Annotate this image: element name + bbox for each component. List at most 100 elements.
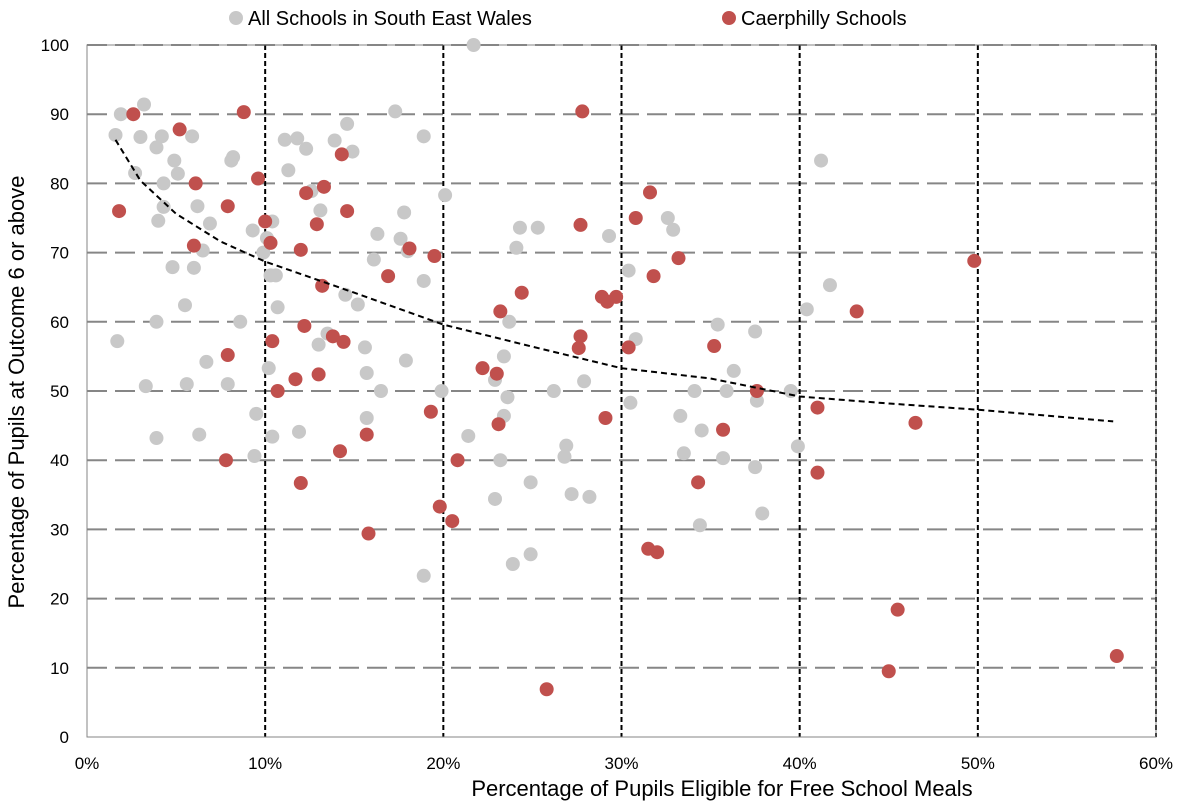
point-all-schools (546, 384, 561, 398)
point-caerphilly-school (514, 285, 529, 300)
y-tick-label: 30 (50, 520, 69, 539)
point-caerphilly-school (432, 499, 447, 514)
y-tick-label: 20 (50, 590, 69, 609)
x-tick-label: 60% (1139, 754, 1173, 773)
point-all-schools (350, 297, 365, 312)
point-all-schools (461, 428, 476, 443)
point-caerphilly-school (220, 348, 235, 363)
point-caerphilly-school (402, 241, 417, 256)
point-all-schools (398, 353, 413, 368)
point-caerphilly-school (340, 204, 355, 219)
point-all-schools (186, 260, 201, 275)
point-all-schools (493, 453, 508, 468)
point-caerphilly-school (293, 476, 308, 491)
point-all-schools (512, 220, 527, 235)
point-all-schools (500, 390, 515, 405)
point-all-schools (660, 211, 675, 225)
point-all-schools (110, 334, 125, 349)
point-all-schools (466, 38, 481, 52)
point-caerphilly-school (849, 304, 864, 319)
point-all-schools (202, 216, 217, 231)
point-caerphilly-school (311, 367, 326, 382)
point-all-schools (388, 104, 403, 119)
legend-label-all-schools: All Schools in South East Wales (248, 8, 532, 30)
point-all-schools (694, 423, 709, 438)
point-all-schools (692, 518, 707, 533)
y-tick-label: 90 (50, 105, 69, 124)
point-caerphilly-school (112, 204, 127, 219)
point-all-schools (359, 410, 374, 425)
point-caerphilly-school (671, 251, 686, 266)
point-all-schools (261, 361, 276, 376)
point-all-schools (156, 176, 171, 191)
y-tick-label: 0 (60, 728, 69, 747)
point-all-schools (716, 451, 731, 466)
point-all-schools (268, 268, 283, 283)
point-all-schools (290, 131, 305, 146)
point-all-schools (357, 340, 372, 355)
point-all-schools (814, 153, 829, 168)
point-caerphilly-school (621, 340, 636, 355)
point-all-schools (113, 107, 128, 122)
point-all-schools (179, 377, 194, 392)
point-all-schools (748, 324, 763, 339)
point-all-schools (666, 222, 681, 237)
point-all-schools (790, 439, 805, 454)
point-caerphilly-school (598, 410, 613, 425)
point-all-schools (523, 547, 538, 562)
point-all-schools (416, 568, 431, 583)
point-caerphilly-school (881, 664, 896, 679)
point-all-schools (416, 273, 431, 288)
point-all-schools (270, 300, 285, 315)
point-caerphilly-school (890, 602, 905, 617)
point-caerphilly-school (539, 682, 554, 697)
point-all-schools (557, 449, 572, 464)
point-all-schools (393, 231, 408, 246)
point-caerphilly-school (293, 242, 308, 257)
point-all-schools (199, 354, 214, 369)
point-caerphilly-school (571, 341, 586, 356)
point-caerphilly-school (299, 186, 314, 201)
point-all-schools (313, 203, 328, 218)
point-all-schools (673, 408, 688, 423)
point-caerphilly-school (263, 235, 278, 250)
point-caerphilly-school (423, 404, 438, 419)
point-all-schools (438, 188, 453, 203)
point-caerphilly-school (650, 545, 665, 560)
point-all-schools (327, 133, 342, 148)
point-all-schools (577, 374, 592, 389)
point-caerphilly-school (315, 278, 330, 293)
point-caerphilly-school (359, 427, 374, 442)
point-caerphilly-school (445, 514, 460, 529)
point-caerphilly-school (691, 475, 706, 490)
point-all-schools (185, 129, 200, 144)
y-axis-tick-labels: 0 10 20 30 40 50 60 70 80 90 100 (41, 36, 69, 747)
point-caerphilly-school (493, 304, 508, 319)
point-caerphilly-school (265, 334, 280, 349)
x-tick-label: 30% (604, 754, 638, 773)
point-caerphilly-school (188, 176, 203, 191)
point-all-schools (710, 317, 725, 332)
point-caerphilly-school (646, 269, 661, 284)
point-all-schools (128, 166, 143, 181)
x-tick-label: 0% (75, 754, 100, 773)
point-all-schools (687, 384, 702, 398)
point-caerphilly-school (1109, 649, 1124, 664)
point-all-schools (366, 252, 381, 267)
point-caerphilly-school (270, 384, 285, 398)
point-all-schools (190, 199, 205, 214)
point-caerphilly-school (220, 199, 235, 214)
point-all-schools (226, 150, 241, 165)
point-all-schools (564, 487, 579, 502)
point-caerphilly-school (573, 217, 588, 232)
point-caerphilly-school (316, 179, 331, 194)
point-caerphilly-school (258, 214, 273, 229)
point-caerphilly-school (218, 453, 233, 468)
point-caerphilly-school (336, 334, 351, 349)
point-all-schools (245, 223, 260, 238)
point-caerphilly-school (643, 185, 658, 200)
point-all-schools (783, 384, 798, 398)
trendline (114, 139, 1114, 423)
point-all-schools (559, 438, 574, 453)
point-caerphilly-school (332, 444, 347, 459)
